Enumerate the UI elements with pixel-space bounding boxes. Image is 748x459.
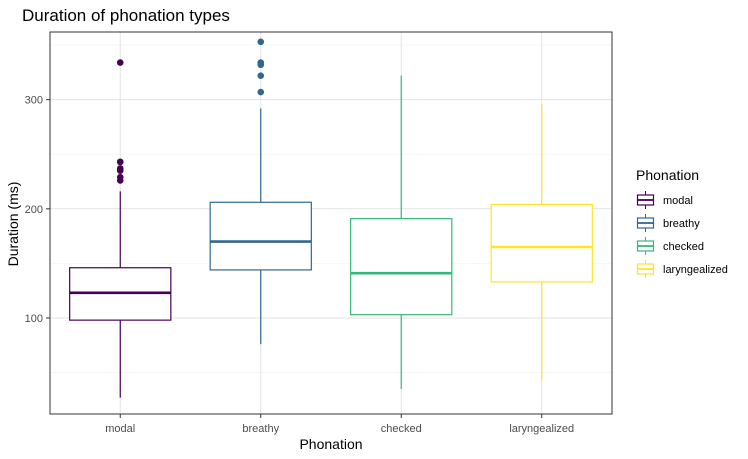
legend-item-modal: modal [636, 190, 693, 210]
legend-item-breathy: breathy [636, 213, 700, 233]
iqr-box [209, 201, 312, 271]
box-modal [69, 59, 172, 398]
y-tick-label: 200 [25, 204, 43, 216]
x-axis-title: Phonation [299, 436, 362, 452]
legend: Phonation modal breathy checked laryngealiz… [636, 167, 728, 279]
y-tick-label: 100 [25, 313, 43, 325]
legend-label: laryngealized [663, 264, 728, 276]
boxes [69, 38, 593, 398]
legend-label: breathy [663, 218, 700, 230]
outlier-point [116, 158, 124, 166]
outlier-point [116, 165, 124, 172]
box-breathy [209, 38, 312, 345]
outlier-point [257, 38, 265, 46]
y-axis: 100 200 300 [25, 95, 50, 325]
outlier-point [257, 88, 265, 96]
outlier-point [257, 59, 265, 66]
y-axis-title: Duration (ms) [5, 182, 21, 267]
iqr-box [350, 218, 453, 316]
x-tick-label: laryngealized [509, 423, 574, 435]
legend-title: Phonation [636, 167, 699, 183]
plot-border [49, 31, 613, 415]
chart-title: Duration of phonation types [22, 6, 230, 25]
legend-item-laryngealized: laryngealized [636, 259, 728, 279]
outlier-point [116, 173, 124, 181]
legend-label: checked [663, 241, 704, 253]
box-checked [350, 75, 453, 389]
x-tick-label: breathy [242, 423, 279, 435]
x-axis: modal breathy checked laryngealized [105, 414, 574, 435]
y-tick-label: 300 [25, 95, 43, 107]
x-tick-label: modal [105, 423, 135, 435]
legend-item-checked: checked [636, 236, 704, 256]
iqr-box [490, 203, 593, 283]
legend-items: modal breathy checked laryngealized [636, 190, 728, 279]
outlier-point [257, 72, 265, 79]
box-laryngealized [490, 104, 593, 381]
x-tick-label: checked [381, 423, 422, 435]
outlier-point [116, 59, 124, 66]
legend-label: modal [663, 195, 693, 207]
